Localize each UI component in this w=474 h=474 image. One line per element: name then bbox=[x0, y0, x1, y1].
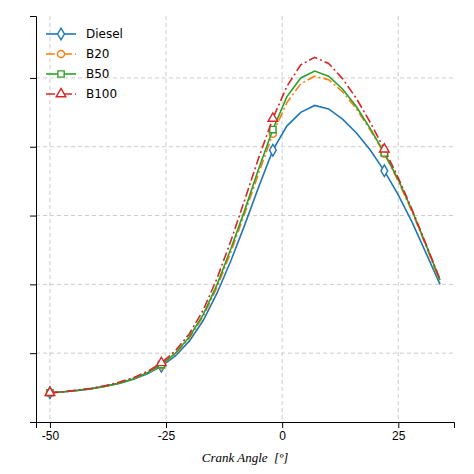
x-tick: -50 bbox=[42, 422, 60, 443]
x-tick-mark bbox=[50, 422, 51, 428]
x-tick-label: -50 bbox=[42, 429, 60, 443]
y-tick bbox=[30, 216, 36, 217]
series-marker bbox=[157, 357, 167, 365]
series-marker bbox=[45, 387, 55, 395]
legend-item: B100 bbox=[46, 87, 117, 101]
grid-line-x bbox=[398, 16, 399, 422]
series-line bbox=[50, 105, 440, 392]
y-tick-mark bbox=[30, 284, 36, 285]
legend-label: B20 bbox=[86, 47, 110, 61]
y-tick bbox=[30, 284, 36, 285]
legend-item: Diesel bbox=[46, 27, 123, 41]
x-axis-title: Crank Angle [º] bbox=[202, 450, 289, 465]
plot: -50 -25 0 25 Crank Angle [º] Diesel B20 B50 B100 bbox=[30, 16, 455, 465]
legend-marker bbox=[58, 28, 65, 40]
y-tick bbox=[30, 353, 36, 354]
series-marker bbox=[269, 144, 276, 156]
x-tick: -25 bbox=[158, 422, 176, 443]
x-tick-mark bbox=[166, 422, 167, 428]
x-tick-label: 0 bbox=[279, 429, 286, 443]
x-tick-label: 25 bbox=[392, 429, 406, 443]
grid-line-x bbox=[49, 16, 50, 422]
x-tick-label: -25 bbox=[158, 429, 176, 443]
legend-label: B100 bbox=[86, 87, 117, 101]
x-tick: 25 bbox=[392, 422, 406, 443]
y-tick-mark bbox=[30, 78, 36, 79]
y-tick bbox=[30, 147, 36, 148]
y-tick bbox=[30, 78, 36, 79]
grid-line-x bbox=[282, 16, 283, 422]
y-tick-mark bbox=[30, 216, 36, 217]
series-marker bbox=[380, 144, 390, 152]
y-axis bbox=[30, 17, 37, 423]
grid-line-y bbox=[36, 284, 454, 285]
legend-marker bbox=[57, 50, 64, 57]
series-line bbox=[50, 71, 440, 393]
x-tick-mark bbox=[282, 422, 283, 428]
x-axis-line bbox=[37, 423, 455, 429]
legend-marker bbox=[56, 88, 66, 96]
grid-line-y bbox=[36, 146, 454, 147]
series-group bbox=[45, 57, 440, 398]
legend-item: B50 bbox=[46, 67, 110, 81]
chart: -50 -25 0 25 Crank Angle [º] Diesel B20 B50 B100 bbox=[0, 0, 474, 474]
series-marker bbox=[381, 165, 388, 177]
legend-item: B20 bbox=[46, 47, 110, 61]
x-tick: 0 bbox=[279, 422, 286, 443]
legend: Diesel B20 B50 B100 bbox=[46, 27, 123, 101]
grid-line-y bbox=[36, 215, 454, 216]
series-line bbox=[50, 76, 440, 393]
y-axis-line bbox=[30, 17, 37, 423]
legend-marker bbox=[58, 71, 64, 77]
legend-label: Diesel bbox=[86, 27, 123, 41]
series-line bbox=[50, 57, 440, 392]
x-tick-mark bbox=[398, 422, 399, 428]
grid-line-y bbox=[36, 353, 454, 354]
series-marker bbox=[270, 126, 276, 132]
y-tick-mark bbox=[30, 147, 36, 148]
series-marker bbox=[268, 113, 278, 121]
grid bbox=[36, 16, 454, 422]
legend-label: B50 bbox=[86, 67, 110, 81]
x-axis: -50 -25 0 25 bbox=[37, 422, 455, 443]
y-tick-mark bbox=[30, 353, 36, 354]
